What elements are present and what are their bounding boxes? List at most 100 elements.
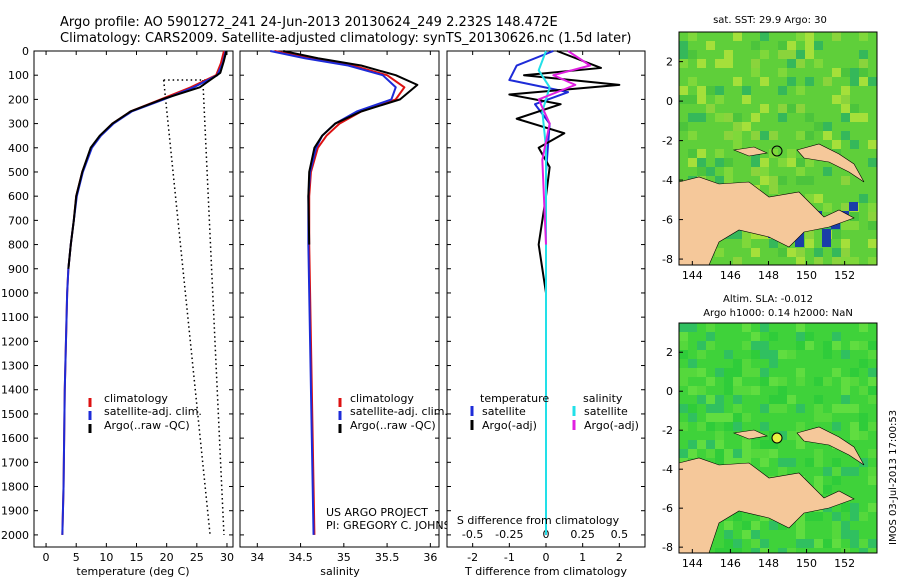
map-cell xyxy=(868,503,877,512)
map-cell xyxy=(868,221,877,230)
map-cell xyxy=(724,377,733,386)
map-cell xyxy=(688,77,697,86)
map-cell xyxy=(796,341,805,350)
map-cell xyxy=(706,323,715,332)
map-cell xyxy=(688,386,697,395)
salinity-axes-frame xyxy=(239,50,440,548)
map-cell xyxy=(805,50,814,59)
map-cell xyxy=(850,113,859,122)
map-cell xyxy=(841,404,850,413)
map-cell xyxy=(805,512,814,521)
x-tick-label: 5 xyxy=(73,551,80,564)
map-cell xyxy=(688,440,697,449)
map-cell xyxy=(796,323,805,332)
map-cell xyxy=(688,404,697,413)
map-cell xyxy=(796,368,805,377)
map-cell xyxy=(706,422,715,431)
map-cell xyxy=(715,95,724,104)
map-cell xyxy=(688,323,697,332)
temperature-xlabel: temperature (deg C) xyxy=(76,565,189,578)
map-cell xyxy=(805,194,814,203)
map-cell xyxy=(814,485,823,494)
map-cell xyxy=(796,59,805,68)
map-cell xyxy=(868,548,877,553)
s-difference-label: S difference from climatology xyxy=(457,514,620,527)
map-cell xyxy=(769,176,778,185)
map-cell xyxy=(832,521,841,530)
map-cell xyxy=(769,185,778,194)
map-cell xyxy=(814,257,823,265)
map-cell xyxy=(859,386,868,395)
map-cell xyxy=(742,413,751,422)
map-cell xyxy=(733,230,742,239)
map-cell xyxy=(742,440,751,449)
map-cell xyxy=(742,521,751,530)
map-cell xyxy=(715,458,724,467)
map-cell xyxy=(697,158,706,167)
map-cell xyxy=(859,323,868,332)
map-cell xyxy=(679,449,688,458)
series-line-salinity-argo-adj- xyxy=(537,50,591,245)
map-cell xyxy=(733,449,742,458)
map-cell xyxy=(742,386,751,395)
map-cell xyxy=(733,458,742,467)
map-cell xyxy=(787,431,796,440)
map-cell xyxy=(814,59,823,68)
map-cell xyxy=(778,350,787,359)
map-cell xyxy=(805,539,814,548)
y-tick-label: 400 xyxy=(8,142,29,155)
map-cell xyxy=(850,140,859,149)
x-tick-label: 1 xyxy=(579,551,586,564)
map-cell xyxy=(679,50,688,59)
difference-legend: temperature salinity satellite Argo(-adj… xyxy=(470,392,639,432)
map-cell xyxy=(823,485,832,494)
x-tick-label: 34 xyxy=(250,551,264,564)
map-y-tick-label: -8 xyxy=(662,253,673,266)
map-cell xyxy=(832,257,841,265)
map-cell xyxy=(679,332,688,341)
map-cell xyxy=(868,476,877,485)
map-cell xyxy=(814,476,823,485)
map-cell xyxy=(814,395,823,404)
map-cell xyxy=(697,59,706,68)
map-cell xyxy=(796,332,805,341)
map-cell xyxy=(841,467,850,476)
map-cell xyxy=(688,50,697,59)
map-cell xyxy=(715,404,724,413)
map-cell xyxy=(769,131,778,140)
y-tick-label: 1700 xyxy=(1,456,29,469)
map-cell xyxy=(859,548,868,553)
map-cell xyxy=(733,32,742,41)
credit-project: US ARGO PROJECT xyxy=(326,506,428,519)
map-cell xyxy=(787,458,796,467)
map-cell xyxy=(715,413,724,422)
map-x-tick-label: 150 xyxy=(796,269,817,282)
map-cell xyxy=(769,440,778,449)
map-cell xyxy=(850,377,859,386)
map-cell xyxy=(760,350,769,359)
map-cell xyxy=(778,548,787,553)
sla-cells xyxy=(679,323,877,553)
map-cell xyxy=(688,368,697,377)
y-tick-label: 700 xyxy=(8,214,29,227)
map-cell xyxy=(751,248,760,257)
new-ireland-land xyxy=(796,426,865,466)
map-cell xyxy=(823,167,832,176)
map-x-tick-label: 152 xyxy=(834,269,855,282)
map-cell xyxy=(760,422,769,431)
map-cell xyxy=(706,377,715,386)
map-y-tick-label: 2 xyxy=(666,56,673,69)
map-cell xyxy=(805,32,814,41)
map-cell xyxy=(778,404,787,413)
map-cell xyxy=(751,59,760,68)
map-cell xyxy=(841,104,850,113)
s-tick-label: 0.5 xyxy=(611,528,629,541)
map-cell xyxy=(814,122,823,131)
sst-map-frame xyxy=(678,31,878,266)
map-cell xyxy=(724,548,733,553)
map-cell xyxy=(688,32,697,41)
map-cell xyxy=(841,395,850,404)
y-tick-label: 1900 xyxy=(1,505,29,518)
map-cell xyxy=(724,386,733,395)
